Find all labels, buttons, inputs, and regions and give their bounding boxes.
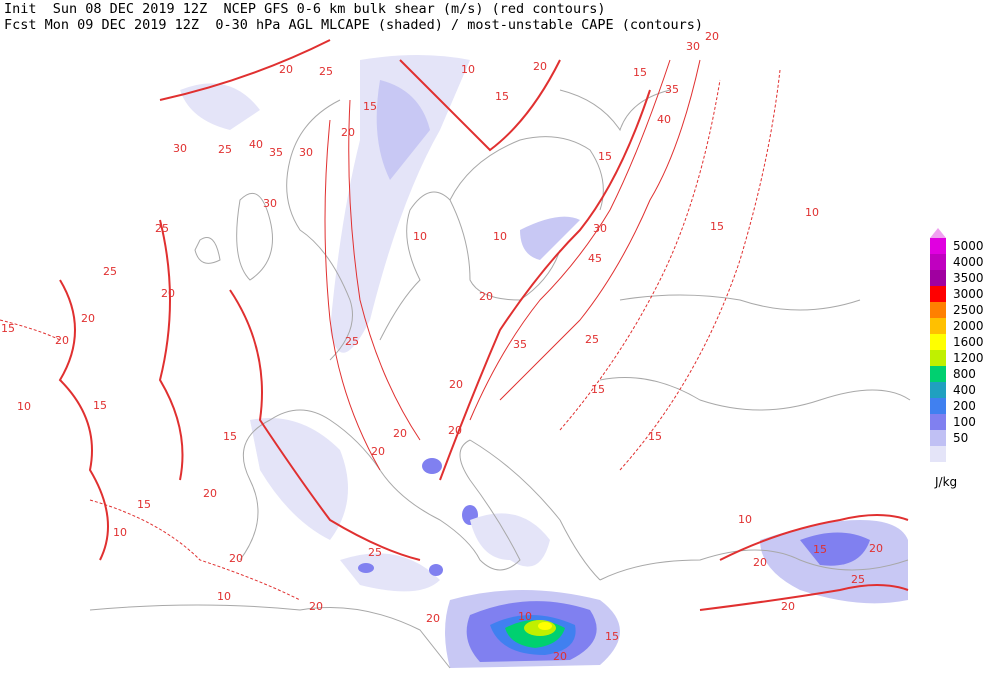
contour-labels: 20 25 15 20 40 35 30 30 25 30 25 20 25 20 15 20 10 15 15 20… <box>1 30 883 663</box>
contour-label: 20 <box>393 427 407 440</box>
contour-label: 15 <box>813 543 827 556</box>
shear-contours <box>0 39 909 611</box>
legend-label: 100 <box>953 415 976 429</box>
legend-label: 1200 <box>953 351 984 365</box>
legend-label: 5000 <box>953 239 984 253</box>
contour-label: 15 <box>633 66 647 79</box>
contour-label: 20 <box>81 312 95 325</box>
contour-label: 15 <box>93 399 107 412</box>
legend-label: 800 <box>953 367 976 381</box>
contour-label: 15 <box>591 383 605 396</box>
legend-label: 200 <box>953 399 976 413</box>
legend-swatch <box>930 334 946 350</box>
contour-label: 30 <box>173 142 187 155</box>
contour-label: 15 <box>648 430 662 443</box>
legend-label: 50 <box>953 431 968 445</box>
contour-label: 40 <box>657 113 671 126</box>
contour-label: 20 <box>448 424 462 437</box>
legend-swatch <box>930 302 946 318</box>
contour-label: 20 <box>229 552 243 565</box>
contour-label: 10 <box>461 63 475 76</box>
legend-swatch <box>930 366 946 382</box>
contour-label: 15 <box>495 90 509 103</box>
legend-swatch <box>930 254 946 270</box>
contour-label: 15 <box>598 150 612 163</box>
contour-label: 20 <box>309 600 323 613</box>
legend-label: 4000 <box>953 255 984 269</box>
contour-label: 20 <box>203 487 217 500</box>
legend-swatch <box>930 238 946 254</box>
contour-label: 20 <box>753 556 767 569</box>
contour-label: 20 <box>479 290 493 303</box>
legend-label: 2000 <box>953 319 984 333</box>
legend-swatch <box>930 286 946 302</box>
contour-label: 15 <box>710 220 724 233</box>
contour-label: 15 <box>1 322 15 335</box>
contour-label: 20 <box>161 287 175 300</box>
contour-label: 20 <box>705 30 719 43</box>
contour-label: 15 <box>137 498 151 511</box>
legend-over <box>930 228 946 238</box>
contour-label: 20 <box>869 542 883 555</box>
contour-label: 15 <box>363 100 377 113</box>
contour-label: 10 <box>805 206 819 219</box>
contour-label: 20 <box>279 63 293 76</box>
legend-swatch <box>930 414 946 430</box>
cape-shading <box>180 55 908 668</box>
legend-unit: J/kg <box>934 475 957 489</box>
contour-label: 20 <box>426 612 440 625</box>
contour-label: 20 <box>371 445 385 458</box>
legend: 5000 4000 3500 3000 2500 2000 1600 1200 800 400 20… <box>930 228 984 489</box>
legend-under <box>930 446 946 462</box>
legend-label: 3000 <box>953 287 984 301</box>
contour-label: 30 <box>593 222 607 235</box>
contour-label: 20 <box>553 650 567 663</box>
contour-label: 45 <box>588 252 602 265</box>
contour-label: 25 <box>368 546 382 559</box>
contour-label: 40 <box>249 138 263 151</box>
contour-label: 35 <box>665 83 679 96</box>
contour-label: 10 <box>113 526 127 539</box>
header-line: Init Sun 08 DEC 2019 12Z NCEP GFS 0-6 km… <box>4 1 606 17</box>
header-line: Fcst Mon 09 DEC 2019 12Z 0-30 hPa AGL ML… <box>4 17 703 33</box>
contour-label: 25 <box>319 65 333 78</box>
contour-label: 35 <box>269 146 283 159</box>
contour-label: 25 <box>103 265 117 278</box>
contour-label: 25 <box>345 335 359 348</box>
legend-swatch <box>930 430 946 446</box>
legend-label: 400 <box>953 383 976 397</box>
contour-label: 20 <box>341 126 355 139</box>
legend-swatch <box>930 382 946 398</box>
legend-label: 2500 <box>953 303 984 317</box>
contour-label: 10 <box>493 230 507 243</box>
contour-label: 15 <box>605 630 619 643</box>
contour-label: 10 <box>518 610 532 623</box>
contour-label: 35 <box>513 338 527 351</box>
contour-label: 15 <box>223 430 237 443</box>
contour-label: 30 <box>299 146 313 159</box>
legend-swatch <box>930 350 946 366</box>
contour-label: 20 <box>781 600 795 613</box>
contour-label: 25 <box>585 333 599 346</box>
contour-label: 20 <box>449 378 463 391</box>
contour-label: 20 <box>55 334 69 347</box>
contour-label: 25 <box>851 573 865 586</box>
legend-swatch <box>930 398 946 414</box>
contour-label: 30 <box>686 40 700 53</box>
contour-label: 10 <box>217 590 231 603</box>
legend-label: 1600 <box>953 335 984 349</box>
contour-label: 20 <box>533 60 547 73</box>
legend-label: 3500 <box>953 271 984 285</box>
contour-label: 10 <box>17 400 31 413</box>
coastlines <box>89 89 911 669</box>
contour-label: 25 <box>155 222 169 235</box>
legend-swatch <box>930 318 946 334</box>
legend-swatch <box>930 270 946 286</box>
contour-label: 25 <box>218 143 232 156</box>
contour-label: 30 <box>263 197 277 210</box>
contour-label: 10 <box>413 230 427 243</box>
contour-label: 10 <box>738 513 752 526</box>
